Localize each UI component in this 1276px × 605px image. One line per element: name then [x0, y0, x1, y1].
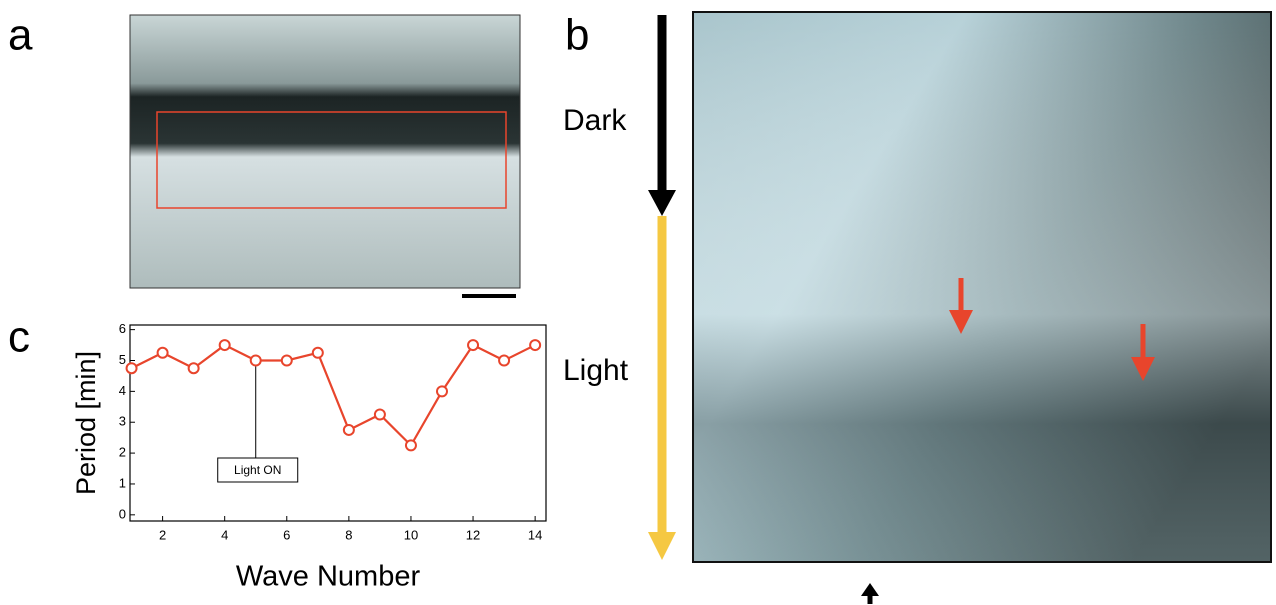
x-tick-label: 10: [404, 527, 418, 542]
light-arrow-head: [648, 532, 676, 560]
x-tick-label: 6: [283, 527, 290, 542]
data-point: [282, 355, 292, 365]
y-tick-label: 4: [119, 383, 126, 398]
y-tick-label: 2: [119, 445, 126, 460]
x-tick-label: 8: [345, 527, 352, 542]
x-tick-label: 2: [159, 527, 166, 542]
y-tick-label: 6: [119, 321, 126, 336]
data-point: [468, 340, 478, 350]
y-tick-label: 5: [119, 352, 126, 367]
dark-arrow-head: [648, 190, 676, 216]
kymograph-shade: [694, 13, 1270, 561]
x-tick-label: 12: [466, 527, 480, 542]
panel-label: c: [8, 313, 30, 362]
data-point: [437, 386, 447, 396]
y-tick-label: 3: [119, 414, 126, 429]
x-axis-label: Wave Number: [236, 561, 421, 593]
data-point: [499, 355, 509, 365]
data-point: [375, 410, 385, 420]
annotation-text: Light ON: [234, 463, 281, 477]
data-point: [313, 348, 323, 358]
y-tick-label: 0: [119, 506, 126, 521]
data-point: [344, 425, 354, 435]
data-point: [530, 340, 540, 350]
panel-label: a: [8, 11, 33, 60]
panel-label: b: [565, 11, 589, 60]
y-axis-label: Period [min]: [71, 351, 101, 495]
dark-label: Dark: [563, 104, 627, 137]
data-point: [127, 363, 137, 373]
light-label: Light: [563, 354, 629, 387]
x-tick-label: 4: [221, 527, 228, 542]
position-arrow-head: [861, 583, 879, 596]
x-tick-label: 14: [528, 527, 542, 542]
data-point: [406, 440, 416, 450]
data-point: [220, 340, 230, 350]
y-tick-label: 1: [119, 475, 126, 490]
data-point: [189, 363, 199, 373]
data-point: [158, 348, 168, 358]
data-point: [251, 355, 261, 365]
micrograph: [130, 15, 520, 288]
figure: a b Dark Light c 01234562468101214Wave N…: [0, 0, 1276, 605]
plot-frame: [130, 325, 546, 521]
series-line: [132, 345, 536, 445]
